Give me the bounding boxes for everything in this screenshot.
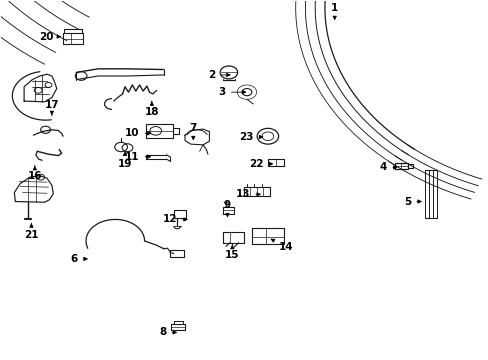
Text: 13: 13 bbox=[235, 189, 260, 199]
Text: 22: 22 bbox=[249, 159, 272, 169]
Text: 8: 8 bbox=[159, 327, 176, 337]
Text: 19: 19 bbox=[118, 152, 132, 169]
Text: 15: 15 bbox=[224, 245, 239, 260]
Text: 18: 18 bbox=[144, 101, 159, 117]
Text: 3: 3 bbox=[218, 87, 245, 97]
Text: 21: 21 bbox=[24, 224, 39, 239]
Bar bbox=[63, 33, 82, 44]
Text: 17: 17 bbox=[44, 100, 59, 115]
Text: 9: 9 bbox=[224, 200, 230, 217]
Text: 12: 12 bbox=[163, 215, 187, 224]
Bar bbox=[146, 124, 172, 138]
Text: 20: 20 bbox=[39, 32, 60, 41]
Text: 2: 2 bbox=[207, 70, 229, 80]
Text: 4: 4 bbox=[379, 162, 396, 172]
Text: 10: 10 bbox=[125, 129, 150, 138]
Text: 23: 23 bbox=[238, 132, 262, 142]
Text: 7: 7 bbox=[189, 123, 197, 140]
Text: 11: 11 bbox=[125, 152, 150, 162]
Text: 6: 6 bbox=[70, 254, 87, 264]
Text: 16: 16 bbox=[27, 166, 42, 181]
Text: 14: 14 bbox=[271, 239, 293, 252]
Text: 5: 5 bbox=[403, 197, 420, 207]
Text: 1: 1 bbox=[330, 3, 338, 19]
